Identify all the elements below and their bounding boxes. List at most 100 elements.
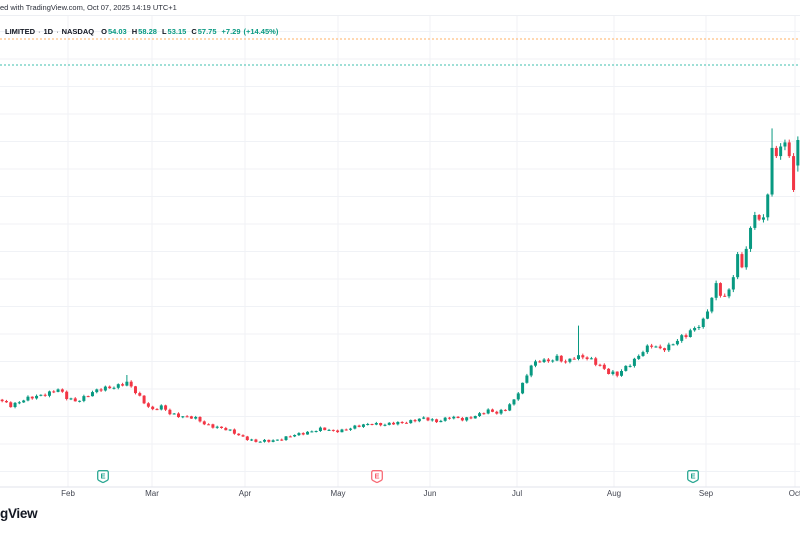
candle-body [22,400,26,403]
axis-label-jul: Jul [511,489,523,498]
candle-body [443,417,447,421]
candle-body [250,439,254,441]
candle-body [125,381,129,386]
candle-body [555,355,559,361]
candle-body [297,433,301,436]
candle-body [151,406,155,410]
axis-label-apr: Apr [238,489,252,498]
candle-body [215,426,219,428]
candle-body [512,399,516,405]
candle-body [525,375,529,383]
candle-body [736,254,740,278]
candle-body [383,424,387,426]
candle-body [650,345,654,347]
candle-body [753,215,757,228]
candle-body [521,382,525,394]
candle-body [245,436,249,440]
candles [0,128,800,443]
candle-body [176,413,180,418]
candle-body [39,394,43,396]
candle-body [129,381,133,387]
axis-label-aug: Aug [606,489,622,498]
candle-body [331,429,335,431]
candle-body [52,391,56,393]
candle-body [482,413,486,415]
candle-body [787,142,791,157]
candle-body [714,283,718,298]
candle-body [409,420,413,424]
candle-body [503,409,507,411]
candle-body [293,435,297,437]
candle-body [628,365,632,367]
candle-body [336,430,340,433]
attribution-bar: ed with TradingView.com, Oct 07, 2025 14… [0,0,800,16]
candle-body [749,227,753,249]
grid-lines [0,16,800,487]
candle-body [671,344,675,346]
candle-body [460,418,464,421]
earnings-marker-icon[interactable]: E [96,469,110,484]
earnings-marker-icon[interactable]: E [370,469,384,484]
candle-body [207,424,211,426]
candle-body [232,429,236,434]
axis-label-may: May [330,489,346,498]
candle-body [103,386,107,391]
candle-body [792,156,796,190]
candle-body [121,384,125,386]
candle-body [271,440,275,442]
candle-body [13,402,17,407]
candle-body [478,413,482,416]
candle-body [314,431,318,432]
candle-body [688,330,692,337]
candle-body [632,358,636,366]
candle-body [770,147,774,195]
candle-body [396,422,400,425]
candle-body [400,422,404,423]
candle-body [465,417,469,421]
candle-body [138,393,142,396]
low-value: 53.15 [167,27,187,36]
candle-body [164,405,168,410]
candle-body [602,364,606,369]
candle-body [581,355,585,358]
candle-body [198,417,202,422]
candle-body [116,384,120,388]
candle-body [417,418,421,422]
close-value: 57.75 [197,27,217,36]
candle-body [426,417,430,421]
high-value: 58.28 [138,27,157,36]
candle-body [202,421,206,425]
candle-body [529,365,533,376]
candle-body [374,423,378,425]
candle-body [108,386,112,389]
candle-body [766,194,770,218]
earnings-marker-icon[interactable]: E [686,469,700,484]
candle-body [576,355,580,359]
candle-body [82,396,86,401]
open-label: O [101,27,107,36]
candle-body [185,416,189,418]
candle-body [757,215,761,220]
candle-body [572,358,576,360]
tradingview-logo[interactable]: gView [0,506,38,521]
candle-body [761,217,765,220]
candle-body [392,422,396,425]
high-label: H [131,27,138,36]
change-value: +7.29 [221,27,241,36]
candle-body [490,409,494,412]
candle-body [344,429,348,431]
candle-body [499,409,503,414]
candle-body [680,335,684,341]
candle-body [301,433,305,435]
candle-body [275,439,279,441]
exchange-name: NASDAQ [61,27,95,36]
candle-body [159,405,163,410]
candle-body [69,398,73,400]
candle-body [318,427,322,431]
candle-body [288,436,292,438]
candle-body [133,386,137,394]
candle-body [146,403,150,407]
svg-text:E: E [100,472,105,481]
